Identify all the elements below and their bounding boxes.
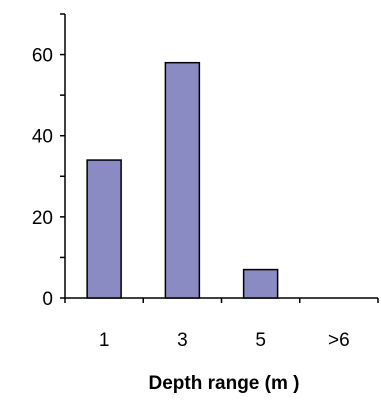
y-tick-label: 20 [32,208,53,229]
x-ticks: 1 3 5 >6 [64,298,379,351]
y-ticks: 0 20 40 60 [32,13,65,310]
y-tick-label: 40 [32,127,53,148]
y-tick-label: 60 [32,46,53,67]
x-axis-label: Depth range (m ) [149,373,300,394]
bar [86,159,122,299]
bars [86,61,279,299]
bar [164,61,201,299]
y-tick-label: 0 [42,289,53,310]
x-tick-label: 3 [177,330,188,351]
x-tick-label: 1 [99,330,110,351]
bar [242,268,279,299]
x-tick-label: 5 [255,330,266,351]
x-tick-label: >6 [328,330,350,351]
